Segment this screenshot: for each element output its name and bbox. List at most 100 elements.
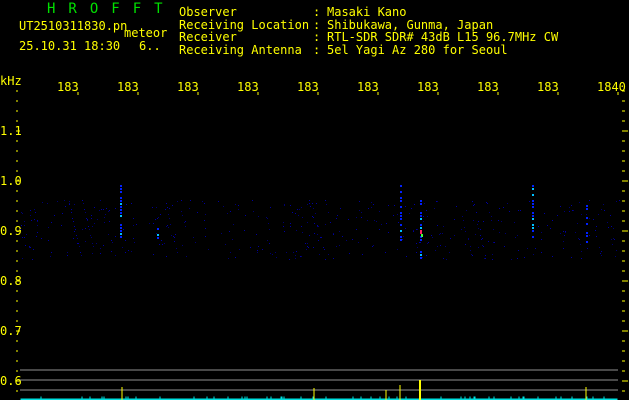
noise-dot — [228, 258, 229, 259]
noise-dot — [445, 246, 446, 247]
noise-dot — [37, 220, 38, 221]
count: 6.. — [139, 39, 161, 53]
noise-dot — [423, 221, 424, 222]
x-tick-label: 1833 — [177, 80, 199, 94]
noise-dot — [493, 242, 494, 243]
noise-dot — [77, 238, 78, 239]
meteor-echo — [532, 227, 534, 229]
noise-dot — [286, 252, 287, 253]
meteor-echo — [400, 215, 402, 217]
noise-dot — [284, 231, 285, 232]
noise-dot — [564, 211, 565, 212]
noise-dot — [326, 204, 327, 205]
noise-dot — [443, 258, 444, 259]
noise-dot — [417, 229, 418, 230]
noise-dot — [173, 236, 174, 237]
noise-dot — [439, 234, 440, 235]
noise-dot — [569, 207, 570, 208]
noise-dot — [155, 219, 156, 220]
noise-dot — [73, 238, 74, 239]
noise-dot — [74, 204, 75, 205]
noise-dot — [167, 207, 168, 208]
noise-dot — [611, 239, 612, 240]
noise-dot — [436, 201, 437, 202]
noise-dot — [42, 202, 43, 203]
noise-dot — [470, 246, 471, 247]
noise-dot — [37, 225, 38, 226]
noise-dot — [325, 224, 326, 225]
noise-dot — [323, 247, 324, 248]
noise-dot — [541, 232, 542, 233]
noise-dot — [511, 259, 512, 260]
noise-dot — [256, 234, 257, 235]
noise-dot — [422, 257, 423, 258]
noise-dot — [29, 247, 30, 248]
noise-dot — [197, 212, 198, 213]
noise-dot — [21, 225, 22, 226]
noise-dot — [284, 205, 285, 206]
noise-dot — [450, 238, 451, 239]
noise-dot — [293, 252, 294, 253]
noise-dot — [595, 230, 596, 231]
noise-dot — [115, 208, 116, 209]
noise-dot — [318, 240, 319, 241]
meteor-echo — [532, 194, 534, 196]
noise-dot — [342, 236, 343, 237]
noise-dot — [272, 254, 273, 255]
meteor-echo — [532, 185, 534, 187]
meteor-echo — [400, 197, 402, 199]
noise-dot — [301, 207, 302, 208]
noise-dot — [26, 234, 27, 235]
noise-dot — [571, 257, 572, 258]
noise-dot — [91, 237, 92, 238]
meteor-echo — [400, 239, 402, 241]
meteor-echo — [532, 188, 534, 190]
app-title: HROFFT — [47, 1, 176, 17]
noise-dot — [100, 248, 101, 249]
noise-dot — [85, 241, 86, 242]
noise-dot — [244, 230, 245, 231]
noise-dot — [477, 224, 478, 225]
noise-dot — [41, 238, 42, 239]
noise-dot — [71, 212, 72, 213]
noise-dot — [100, 200, 101, 201]
meteor-echo — [532, 224, 534, 226]
noise-dot — [164, 243, 165, 244]
noise-dot — [266, 217, 267, 218]
noise-dot — [275, 252, 276, 253]
x-tick-label: 1835 — [297, 80, 319, 94]
meteor-echo — [157, 234, 159, 236]
noise-dot — [252, 200, 253, 201]
noise-dot — [47, 203, 48, 204]
noise-dot — [316, 203, 317, 204]
noise-dot — [65, 206, 66, 207]
noise-dot — [85, 212, 86, 213]
noise-dot — [88, 226, 89, 227]
info-value: RTL-SDR SDR# 43dB L15 96.7MHz CW — [327, 30, 559, 44]
meteor-echo-peak — [421, 234, 423, 237]
noise-dot — [257, 250, 258, 251]
noise-dot — [152, 207, 153, 208]
y-tick-label: 1.0 — [0, 174, 22, 188]
noise-dot — [419, 242, 420, 243]
noise-dot — [160, 214, 161, 215]
noise-dot — [586, 214, 587, 215]
noise-dot — [308, 247, 309, 248]
meteor-echo — [120, 203, 122, 205]
noise-dot — [239, 249, 240, 250]
noise-dot — [159, 244, 160, 245]
noise-dot — [168, 227, 169, 228]
noise-dot — [193, 237, 194, 238]
noise-dot — [69, 204, 70, 205]
meteor-echo — [532, 206, 534, 208]
noise-dot — [515, 237, 516, 238]
y-tick-label: 0.7 — [0, 324, 22, 338]
info-colon: : — [313, 17, 321, 32]
noise-dot — [295, 255, 296, 256]
meteor-echo — [120, 227, 122, 229]
noise-dot — [514, 222, 515, 223]
noise-dot — [489, 212, 490, 213]
noise-dot — [397, 249, 398, 250]
noise-dot — [393, 215, 394, 216]
noise-dot — [478, 228, 479, 229]
